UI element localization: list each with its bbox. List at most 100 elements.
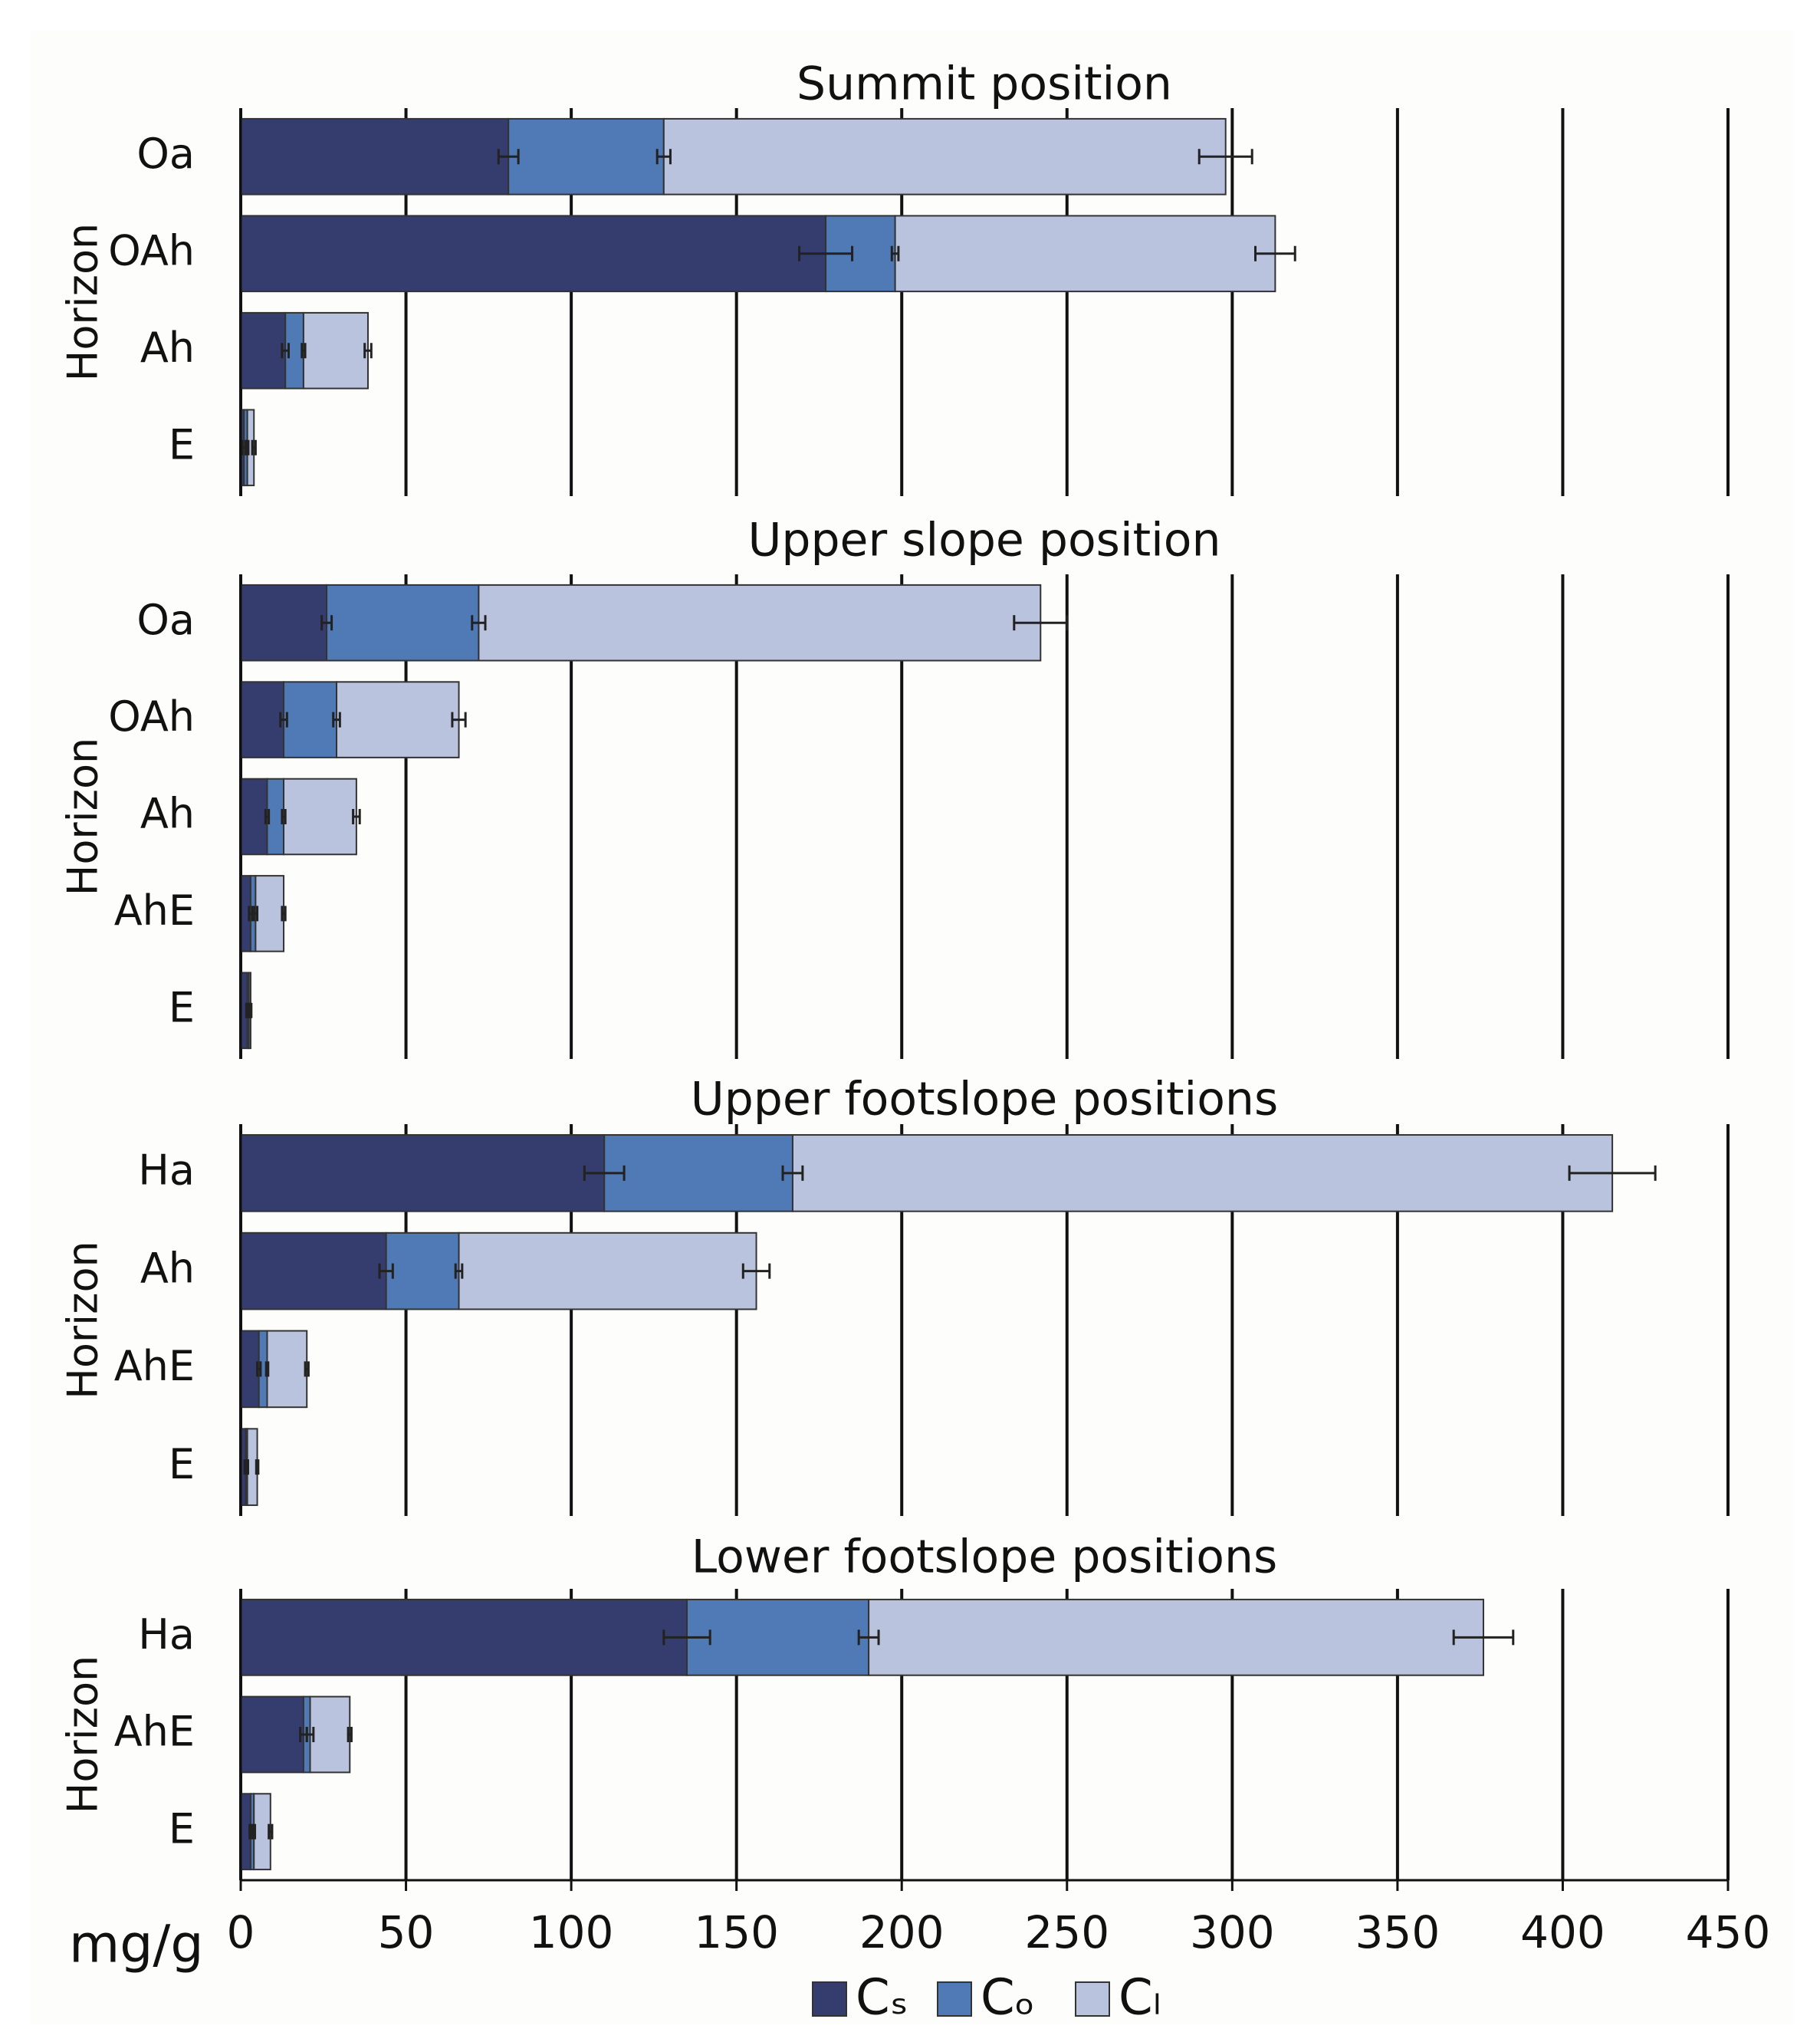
x-tick-label: 400 (1520, 1906, 1605, 1958)
error-bar (332, 712, 341, 728)
error-bar (781, 1165, 804, 1181)
y-tick-label: OAh (108, 692, 195, 741)
error-bar (347, 1727, 353, 1742)
x-tick-label: 250 (1024, 1906, 1109, 1958)
x-tick-label: 0 (227, 1906, 255, 1958)
panel-title: Upper slope position (747, 514, 1220, 567)
y-axis-label: Horizon (59, 1656, 107, 1813)
error-bar (1568, 1165, 1657, 1181)
y-axis-label: Horizon (59, 738, 107, 896)
error-bar (264, 809, 271, 824)
error-bar (252, 906, 259, 922)
x-tick-label: 450 (1686, 1906, 1771, 1958)
y-tick-label: AhE (114, 1342, 195, 1390)
bar-segment (240, 215, 827, 293)
y-axis-label: Horizon (59, 1241, 107, 1399)
y-tick-label: Ha (138, 1146, 195, 1195)
error-bar (268, 1823, 274, 1840)
bar-segment (508, 117, 665, 196)
error-bar (497, 149, 520, 165)
bar-segment (240, 778, 268, 856)
error-bar (1197, 149, 1253, 165)
bar-segment (791, 1134, 1614, 1212)
bar-segment (336, 681, 460, 758)
error-bar (890, 245, 900, 261)
legend-swatch (812, 1981, 847, 2017)
legend-swatch (1075, 1981, 1110, 2017)
y-tick-label: OAh (108, 226, 195, 275)
bar-segment (478, 584, 1042, 662)
error-bar (857, 1629, 880, 1646)
error-bar (655, 149, 672, 165)
panel-title: Lower footslope positions (692, 1531, 1278, 1584)
x-tick-label: 50 (378, 1906, 435, 1958)
error-bar (305, 1727, 315, 1742)
legend-label: Cₗ (1119, 1970, 1161, 2027)
error-bar (245, 1459, 249, 1475)
error-bar (251, 1823, 257, 1840)
bar-segment (686, 1598, 870, 1676)
x-tick-label: 350 (1355, 1906, 1441, 1958)
bar-segment (240, 1598, 688, 1676)
bar-segment (240, 311, 287, 390)
error-bar (248, 906, 254, 922)
error-bar (256, 1361, 262, 1377)
bar-segment (894, 215, 1276, 293)
legend-label: Cₛ (856, 1970, 908, 2027)
error-bar (304, 1361, 310, 1377)
bar-segment (240, 1134, 606, 1212)
bar-segment (240, 1231, 387, 1310)
error-bar (281, 343, 291, 359)
x-tick-label: 100 (529, 1906, 614, 1958)
error-bar (281, 809, 287, 824)
bar-segment (458, 1231, 757, 1310)
y-tick-label: Ah (140, 324, 195, 372)
y-tick-label: E (169, 983, 195, 1031)
bar-segment (255, 875, 285, 952)
y-axis-label: Horizon (59, 223, 107, 381)
bar-segment (266, 1330, 308, 1409)
bar-segment (662, 117, 1227, 196)
bar-segment (283, 778, 357, 856)
x-tick-label: 300 (1190, 1906, 1275, 1958)
y-tick-label: E (169, 1440, 195, 1488)
bar-segment (603, 1134, 793, 1212)
legend-swatch (937, 1981, 972, 2017)
y-tick-label: E (169, 1804, 195, 1853)
x-axis-label: mg/g (69, 1915, 203, 1975)
error-bar (471, 615, 487, 631)
error-bar (1452, 1629, 1515, 1646)
y-tick-label: Ha (138, 1610, 195, 1659)
legend-label: Cₒ (981, 1970, 1035, 2027)
y-tick-label: E (169, 420, 195, 469)
bar-segment (326, 584, 480, 662)
error-bar (301, 343, 307, 359)
error-bar (264, 1361, 270, 1377)
bar-segment (868, 1598, 1484, 1676)
error-bar (255, 1459, 260, 1475)
error-bar (662, 1629, 711, 1646)
error-bar (363, 343, 373, 359)
x-tick-label: 150 (694, 1906, 779, 1958)
error-bar (251, 439, 257, 455)
error-bar (1013, 615, 1069, 631)
y-tick-label: Ah (140, 1244, 195, 1292)
bar-segment (283, 681, 338, 758)
error-bar (798, 245, 854, 261)
x-tick-label: 200 (859, 1906, 944, 1958)
bar-segment (302, 311, 369, 390)
error-bar (454, 1263, 464, 1279)
panel-title: Summit position (797, 58, 1172, 111)
panel-title: Upper footslope positions (691, 1073, 1278, 1126)
bar-segment (240, 1695, 304, 1774)
error-bar (248, 1002, 253, 1018)
error-bar (1254, 245, 1296, 261)
y-tick-label: AhE (114, 886, 195, 935)
error-bar (741, 1263, 771, 1279)
error-bar (279, 712, 288, 728)
error-bar (352, 809, 361, 824)
bar-segment (240, 681, 285, 758)
bar-segment (385, 1231, 460, 1310)
bar-segment (240, 117, 510, 196)
